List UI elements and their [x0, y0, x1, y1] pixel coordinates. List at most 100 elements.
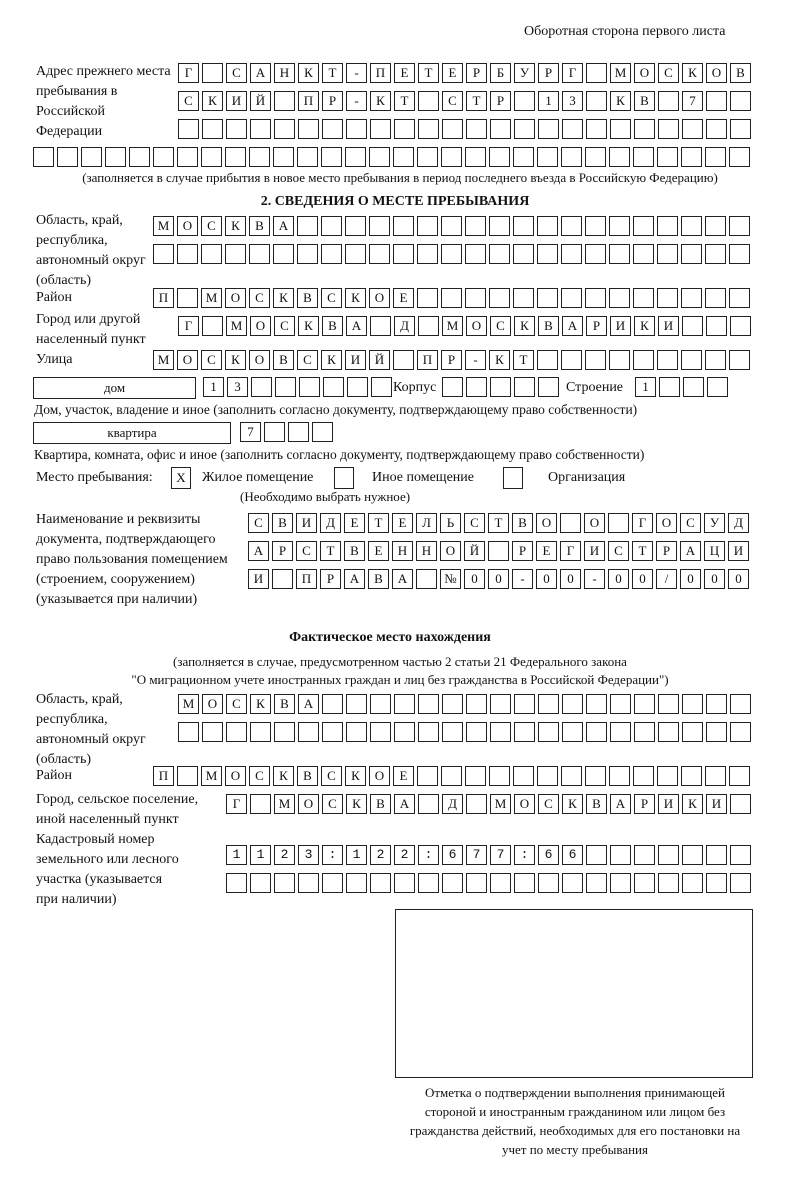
- char-cell[interactable]: [346, 119, 367, 139]
- char-cell[interactable]: [682, 845, 703, 865]
- char-cell[interactable]: [609, 766, 630, 786]
- char-cell[interactable]: К: [298, 316, 319, 336]
- char-cell[interactable]: Р: [586, 316, 607, 336]
- char-cell[interactable]: [683, 377, 704, 397]
- char-cell[interactable]: [514, 377, 535, 397]
- char-cell[interactable]: О: [225, 288, 246, 308]
- char-cell[interactable]: Л: [416, 513, 437, 533]
- char-cell[interactable]: П: [298, 91, 319, 111]
- char-cell[interactable]: О: [514, 794, 535, 814]
- char-cell[interactable]: [442, 694, 463, 714]
- char-cell[interactable]: О: [466, 316, 487, 336]
- char-cell[interactable]: В: [586, 794, 607, 814]
- char-cell[interactable]: [681, 216, 702, 236]
- char-cell[interactable]: Г: [178, 63, 199, 83]
- char-cell[interactable]: -: [346, 91, 367, 111]
- char-cell[interactable]: Т: [418, 63, 439, 83]
- char-cell[interactable]: Д: [394, 316, 415, 336]
- char-cell[interactable]: [706, 119, 727, 139]
- char-cell[interactable]: [537, 766, 558, 786]
- char-cell[interactable]: Е: [393, 766, 414, 786]
- char-cell[interactable]: О: [634, 63, 655, 83]
- char-cell[interactable]: М: [274, 794, 295, 814]
- char-cell[interactable]: [610, 873, 631, 893]
- char-cell[interactable]: Т: [368, 513, 389, 533]
- char-cell[interactable]: [274, 119, 295, 139]
- char-cell[interactable]: [417, 244, 438, 264]
- char-cell[interactable]: А: [394, 794, 415, 814]
- char-cell[interactable]: [730, 91, 751, 111]
- char-cell[interactable]: [394, 722, 415, 742]
- char-cell[interactable]: [657, 216, 678, 236]
- char-cell[interactable]: [250, 873, 271, 893]
- char-cell[interactable]: К: [250, 694, 271, 714]
- char-cell[interactable]: К: [682, 63, 703, 83]
- char-cell[interactable]: [490, 845, 511, 865]
- char-cell[interactable]: Е: [392, 513, 413, 533]
- char-cell[interactable]: К: [562, 794, 583, 814]
- char-cell[interactable]: [264, 422, 285, 442]
- char-cell[interactable]: О: [706, 63, 727, 83]
- char-cell[interactable]: [513, 766, 534, 786]
- char-cell[interactable]: [729, 147, 750, 167]
- char-cell[interactable]: [226, 845, 247, 865]
- char-cell[interactable]: Д: [442, 794, 463, 814]
- char-cell[interactable]: [250, 119, 271, 139]
- char-cell[interactable]: [633, 350, 654, 370]
- char-cell[interactable]: [346, 694, 367, 714]
- char-cell[interactable]: Й: [250, 91, 271, 111]
- char-cell[interactable]: А: [562, 316, 583, 336]
- char-cell[interactable]: К: [321, 350, 342, 370]
- char-cell[interactable]: С: [442, 91, 463, 111]
- char-cell[interactable]: [682, 694, 703, 714]
- cadastre-row-1[interactable]: 1123:122:677:66: [226, 845, 754, 867]
- char-cell[interactable]: [706, 845, 727, 865]
- char-cell[interactable]: С: [201, 350, 222, 370]
- char-cell[interactable]: С: [680, 513, 701, 533]
- char-cell[interactable]: [513, 288, 534, 308]
- char-cell[interactable]: И: [345, 350, 366, 370]
- char-cell[interactable]: [417, 288, 438, 308]
- char-cell[interactable]: [585, 766, 606, 786]
- char-cell[interactable]: К: [370, 91, 391, 111]
- char-cell[interactable]: [250, 794, 271, 814]
- char-cell[interactable]: [730, 794, 751, 814]
- char-cell[interactable]: [682, 119, 703, 139]
- char-cell[interactable]: [730, 694, 751, 714]
- char-cell[interactable]: [514, 845, 535, 865]
- char-cell[interactable]: С: [321, 766, 342, 786]
- char-cell[interactable]: Р: [490, 91, 511, 111]
- char-cell[interactable]: [681, 350, 702, 370]
- char-cell[interactable]: [370, 845, 391, 865]
- char-cell[interactable]: [466, 694, 487, 714]
- char-cell[interactable]: [561, 766, 582, 786]
- char-cell[interactable]: 0: [632, 569, 653, 589]
- char-cell[interactable]: Т: [394, 91, 415, 111]
- char-cell[interactable]: М: [178, 694, 199, 714]
- char-cell[interactable]: У: [514, 63, 535, 83]
- char-cell[interactable]: [394, 845, 415, 865]
- char-cell[interactable]: [562, 119, 583, 139]
- char-cell[interactable]: [489, 244, 510, 264]
- char-cell[interactable]: [705, 147, 726, 167]
- char-cell[interactable]: [585, 288, 606, 308]
- char-cell[interactable]: И: [610, 316, 631, 336]
- char-cell[interactable]: С: [490, 316, 511, 336]
- char-cell[interactable]: [442, 119, 463, 139]
- char-cell[interactable]: [730, 316, 751, 336]
- char-cell[interactable]: [705, 244, 726, 264]
- char-cell[interactable]: В: [297, 288, 318, 308]
- char-cell[interactable]: [417, 147, 438, 167]
- char-cell[interactable]: Т: [466, 91, 487, 111]
- char-cell[interactable]: [658, 722, 679, 742]
- char-cell[interactable]: [658, 845, 679, 865]
- char-cell[interactable]: [585, 244, 606, 264]
- char-cell[interactable]: К: [298, 63, 319, 83]
- char-cell[interactable]: [297, 216, 318, 236]
- char-cell[interactable]: [586, 873, 607, 893]
- char-cell[interactable]: [634, 694, 655, 714]
